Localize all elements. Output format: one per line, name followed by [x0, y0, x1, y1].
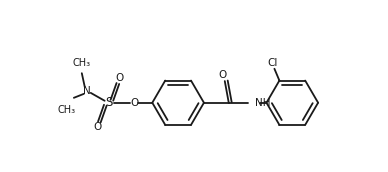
Text: N: N: [83, 86, 91, 96]
Text: Cl: Cl: [267, 58, 278, 68]
Text: O: O: [94, 122, 102, 132]
Text: S: S: [105, 96, 112, 109]
Text: O: O: [130, 98, 139, 108]
Text: CH₃: CH₃: [73, 58, 91, 68]
Text: O: O: [219, 70, 227, 80]
Text: CH₃: CH₃: [58, 105, 76, 115]
Text: O: O: [115, 73, 124, 83]
Text: NH: NH: [255, 98, 270, 108]
